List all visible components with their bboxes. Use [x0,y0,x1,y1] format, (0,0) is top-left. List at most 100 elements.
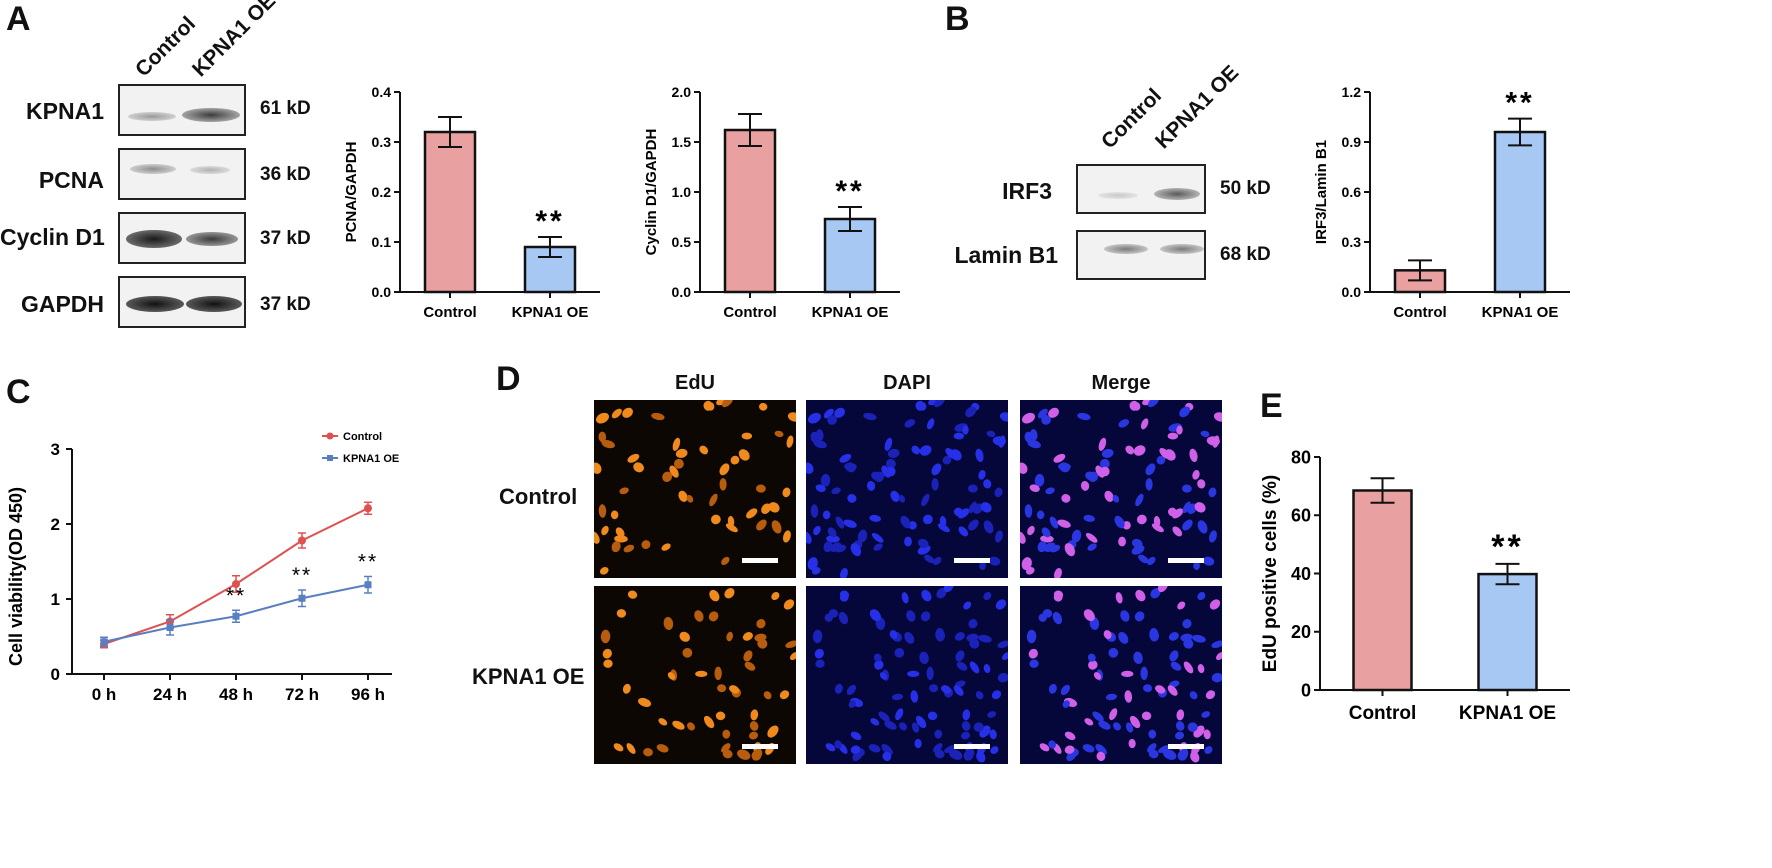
nucleus [988,556,1001,566]
nucleus [1147,556,1156,566]
nucleus [1045,487,1055,495]
nucleus [884,437,893,451]
nucleus [1140,418,1149,430]
nucleus [724,588,735,599]
x-tick-label: Control [1393,304,1446,321]
nucleus [658,718,668,726]
edu-image-control [594,400,796,578]
nucleus [1020,462,1028,474]
nucleus [1179,406,1191,418]
nucleus [815,659,825,668]
x-tick-label: KPNA1 OE [812,304,889,321]
nucleus [806,462,814,474]
nucleus [962,425,969,435]
nucleus [719,463,730,476]
nucleus [1137,514,1147,525]
nucleus [790,652,796,661]
nucleus [1064,731,1076,741]
nucleus [827,527,837,538]
nucleus [610,510,619,520]
nucleus [1147,400,1160,408]
nucleus [1040,535,1054,543]
y-axis-label: EdU positive cells (%) [1260,475,1281,672]
nucleus [870,718,880,726]
nucleus [1209,599,1221,610]
blot-a-lane-control: Control [131,12,201,82]
nucleus [594,531,600,544]
nucleus [756,519,767,531]
nucleus [978,470,986,480]
nucleus [1100,466,1110,477]
nucleus [980,502,992,513]
nucleus [1176,425,1183,435]
nucleus [1112,494,1120,503]
nucleus [717,684,727,693]
nucleus [768,502,780,513]
nucleus [787,412,796,422]
nucleus [1084,718,1094,726]
dapi-image-control [806,400,1008,578]
nucleus [1157,586,1168,593]
blot-b-lane-control: Control [1097,84,1167,154]
nucleus [989,729,997,740]
nucleus [1062,700,1070,708]
nucleus [1149,627,1159,642]
y-tick-label: 0.6 [1342,184,1362,200]
nucleus [682,647,693,658]
data-point [364,581,372,589]
nucleus [927,711,938,721]
nucleus [623,544,635,553]
nucleus [1167,432,1179,440]
nucleus [755,484,766,493]
nucleus [1145,478,1153,491]
data-point [298,594,306,602]
blot-b-lane-kpna1: KPNA1 OE [1151,61,1244,154]
nucleus [661,543,671,551]
nucleus [1197,664,1205,674]
nucleus [933,556,942,566]
legend-marker [326,432,334,440]
nucleus [622,683,631,694]
nucleus [1092,711,1104,722]
y-tick-label: 0.3 [372,134,392,150]
nucleus [786,435,794,448]
x-tick-label: 24 h [153,685,187,704]
nucleus [979,561,986,571]
nucleus [633,462,644,473]
nucleus [1204,746,1213,754]
nucleus [826,535,840,543]
nucleus [1124,690,1133,703]
nucleus [1088,660,1098,670]
nucleus [782,487,791,498]
x-tick-label: 96 h [351,685,385,704]
data-point [232,612,240,620]
nucleus [1208,487,1217,498]
nucleus [730,455,740,465]
nucleus [708,611,719,622]
nucleus [911,722,920,733]
scale-bar [954,558,990,563]
scale-bar [1168,558,1204,563]
nucleus [901,592,909,604]
nucleus [1129,715,1141,729]
nucleus [709,493,718,507]
nucleus [839,593,849,602]
nucleus [746,508,758,519]
nucleus [945,448,957,460]
nucleus [726,631,733,642]
nucleus [939,515,947,527]
nucleus [1122,521,1131,530]
nucleus [1168,507,1177,517]
nucleus [886,466,896,477]
nucleus [919,445,932,456]
y-tick-label: 1.0 [672,184,692,200]
nucleus [1028,648,1038,659]
nucleus [1155,685,1166,694]
panel-label-a: A [6,0,31,38]
nucleus [1170,661,1182,671]
nucleus [719,478,727,491]
nucleus [1114,515,1125,529]
nucleus [721,400,734,408]
blot-b-row-label-lamin: Lamin B1 [954,242,1058,268]
nucleus [1048,407,1059,418]
